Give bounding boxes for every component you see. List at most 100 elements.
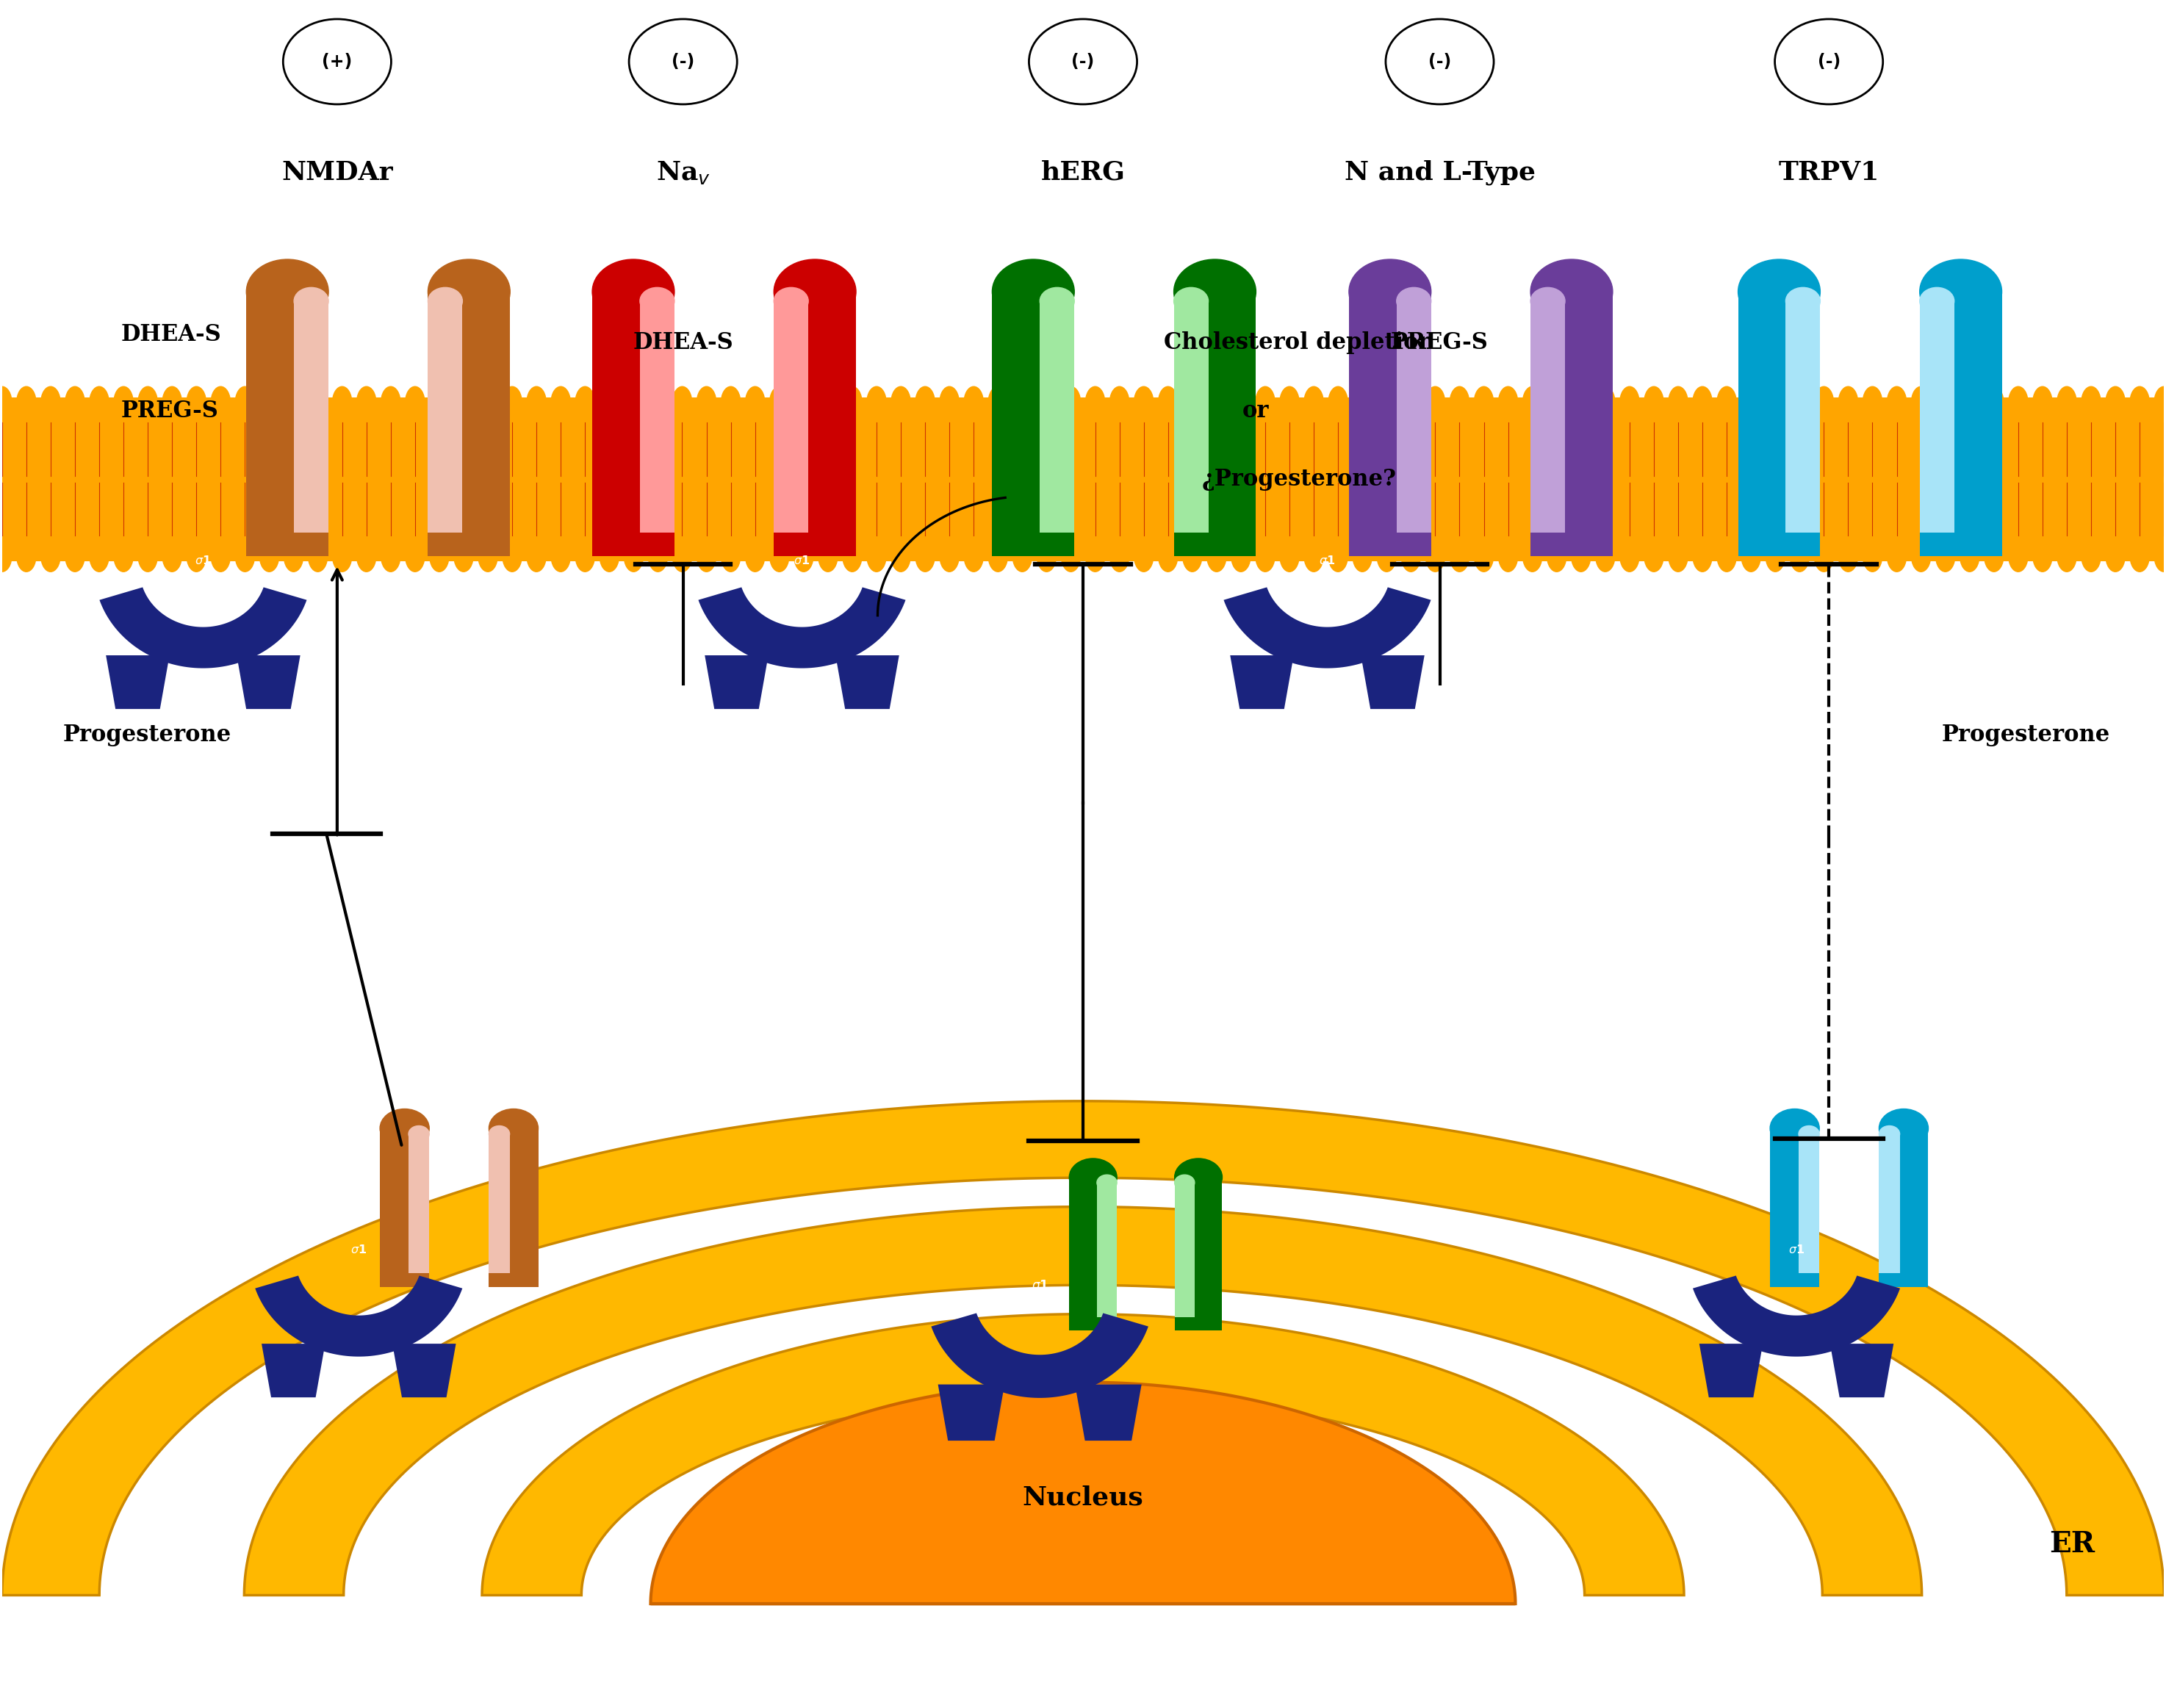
Ellipse shape [41,386,61,418]
Polygon shape [247,292,329,555]
Ellipse shape [331,386,351,418]
Ellipse shape [381,386,401,418]
Text: (-): (-) [1427,53,1451,70]
Text: $\sigma$1: $\sigma$1 [195,555,212,567]
Ellipse shape [697,386,717,418]
Ellipse shape [843,540,862,572]
Polygon shape [245,1208,1921,1595]
Ellipse shape [1570,540,1590,572]
Text: ¿Progesterone?: ¿Progesterone? [1202,468,1397,490]
Ellipse shape [65,386,84,418]
Circle shape [1531,287,1566,314]
Polygon shape [1174,301,1209,533]
Ellipse shape [260,386,279,418]
Ellipse shape [89,540,108,572]
Polygon shape [429,301,464,533]
Polygon shape [704,656,769,709]
Circle shape [379,1108,429,1148]
Polygon shape [1919,292,2001,555]
Ellipse shape [940,540,960,572]
Ellipse shape [1718,540,1737,572]
Ellipse shape [1135,540,1154,572]
Ellipse shape [1789,386,1809,418]
Ellipse shape [331,540,351,572]
Ellipse shape [186,540,206,572]
Ellipse shape [1135,386,1154,418]
Polygon shape [650,1382,1516,1604]
Polygon shape [1737,292,1819,555]
Text: N and L-Type: N and L-Type [1345,161,1536,184]
Ellipse shape [1741,540,1761,572]
Polygon shape [409,1134,429,1272]
Ellipse shape [1109,386,1128,418]
Polygon shape [2,1102,2164,1595]
Text: (-): (-) [671,53,695,70]
Ellipse shape [1765,386,1785,418]
Ellipse shape [115,540,134,572]
Ellipse shape [17,540,37,572]
Circle shape [1174,1158,1222,1196]
Ellipse shape [624,540,643,572]
Ellipse shape [1425,386,1445,418]
Text: (+): (+) [323,53,353,70]
Ellipse shape [1863,386,1882,418]
Polygon shape [100,588,308,668]
Polygon shape [591,292,674,555]
Polygon shape [1230,656,1293,709]
Ellipse shape [1668,540,1687,572]
Ellipse shape [0,386,11,418]
Ellipse shape [2082,386,2101,418]
Text: PREG-S: PREG-S [1391,331,1488,354]
Ellipse shape [1183,386,1202,418]
Circle shape [1386,19,1495,104]
Ellipse shape [186,386,206,418]
Ellipse shape [1280,540,1300,572]
Circle shape [1770,1108,1819,1148]
Ellipse shape [1547,386,1566,418]
Ellipse shape [600,386,619,418]
Ellipse shape [1718,386,1737,418]
Ellipse shape [1085,540,1105,572]
Ellipse shape [2058,540,2077,572]
Text: DHEA-S: DHEA-S [121,323,221,345]
Ellipse shape [1644,540,1663,572]
Ellipse shape [357,386,377,418]
Ellipse shape [1475,386,1495,418]
Ellipse shape [210,540,230,572]
Ellipse shape [721,386,741,418]
Ellipse shape [1596,386,1616,418]
Ellipse shape [1644,386,1663,418]
Ellipse shape [479,386,498,418]
Polygon shape [256,1276,461,1356]
Polygon shape [1074,1385,1141,1440]
Ellipse shape [1620,540,1640,572]
Ellipse shape [2008,540,2027,572]
Ellipse shape [866,386,886,418]
Circle shape [773,260,856,325]
Circle shape [1096,1175,1118,1190]
Ellipse shape [916,386,936,418]
Ellipse shape [1936,386,1956,418]
Ellipse shape [503,386,522,418]
Ellipse shape [1109,540,1128,572]
Ellipse shape [1012,386,1031,418]
Ellipse shape [429,386,448,418]
Polygon shape [1174,292,1256,555]
Ellipse shape [1839,386,1858,418]
Text: hERG: hERG [1040,161,1126,184]
Text: DHEA-S: DHEA-S [632,331,734,354]
Ellipse shape [550,540,570,572]
Ellipse shape [1960,540,1980,572]
Ellipse shape [429,540,448,572]
Circle shape [1774,19,1882,104]
Polygon shape [1531,292,1614,555]
Ellipse shape [576,540,596,572]
Ellipse shape [1910,540,1930,572]
Polygon shape [1174,1182,1196,1317]
Circle shape [1029,19,1137,104]
Circle shape [628,19,736,104]
Polygon shape [392,1344,455,1397]
Ellipse shape [526,386,546,418]
Polygon shape [379,1129,429,1286]
Ellipse shape [1523,540,1542,572]
